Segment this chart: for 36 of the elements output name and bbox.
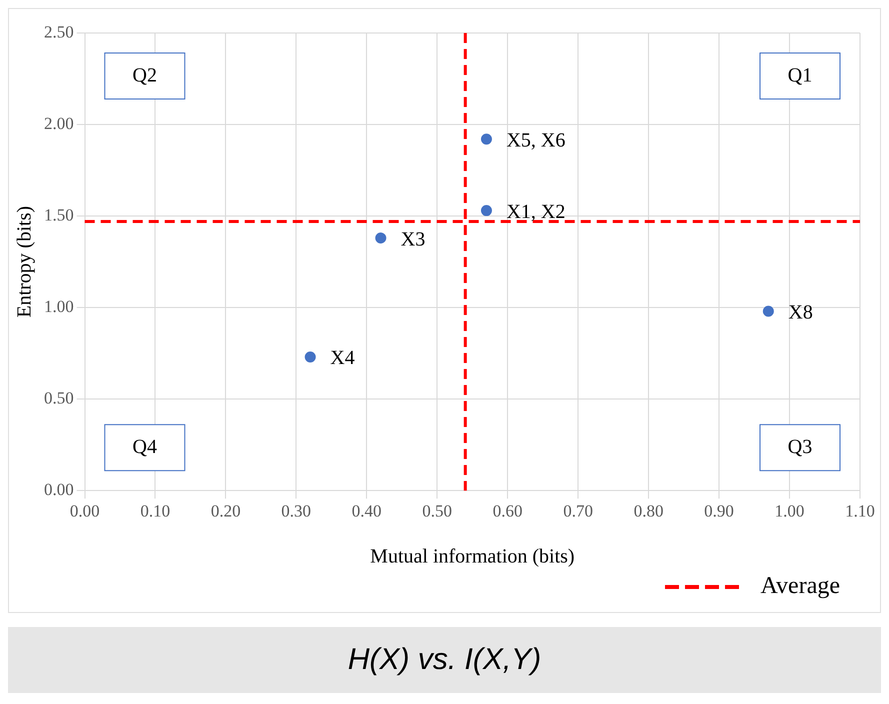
text: H(X) vs. I(X,Y) (8, 627, 881, 693)
y-tick-label: 1.00 (44, 297, 74, 316)
x-tick-label: 0.50 (422, 501, 452, 520)
point (304, 351, 316, 362)
annotation: X5, X6 (506, 129, 566, 152)
annotation: Q4 (132, 436, 157, 458)
x-tick-label: 0.00 (70, 501, 100, 520)
point (480, 205, 492, 216)
x-tick-label: 0.70 (563, 501, 593, 520)
x-tick-label: 0.10 (140, 501, 170, 520)
y-tick-label: 0.50 (44, 388, 74, 408)
y-tick-label: 1.50 (44, 206, 74, 225)
annotation: X8 (788, 301, 813, 324)
x-tick-label: 0.40 (352, 501, 382, 520)
point (375, 232, 386, 244)
annotation: X3 (400, 228, 426, 250)
x-axis-title: Mutual information (bits) (370, 545, 575, 568)
annotation: X1, X2 (506, 200, 566, 223)
y-axis-title: Entropy (bits) (13, 206, 36, 318)
legend-label: Average (760, 573, 840, 600)
x-tick-label: 0.90 (704, 501, 734, 520)
x-tick-label: 1.10 (845, 501, 875, 520)
annotation: Q1 (788, 64, 812, 86)
x-tick-label: 0.60 (492, 501, 522, 520)
y-tick-label: 0.00 (44, 480, 74, 500)
y-tick-label: 2.50 (44, 22, 74, 42)
x-tick-label: 0.30 (281, 501, 312, 520)
annotation: Q2 (132, 64, 157, 86)
annotation: Q3 (788, 436, 812, 458)
x-tick-label: 0.20 (210, 501, 241, 520)
annotation: X4 (330, 347, 355, 370)
point (480, 134, 492, 145)
point (762, 306, 774, 317)
x-tick-label: 0.80 (634, 501, 664, 520)
y-tick-label: 2.00 (44, 114, 74, 133)
x-tick-label: 1.00 (774, 501, 804, 520)
